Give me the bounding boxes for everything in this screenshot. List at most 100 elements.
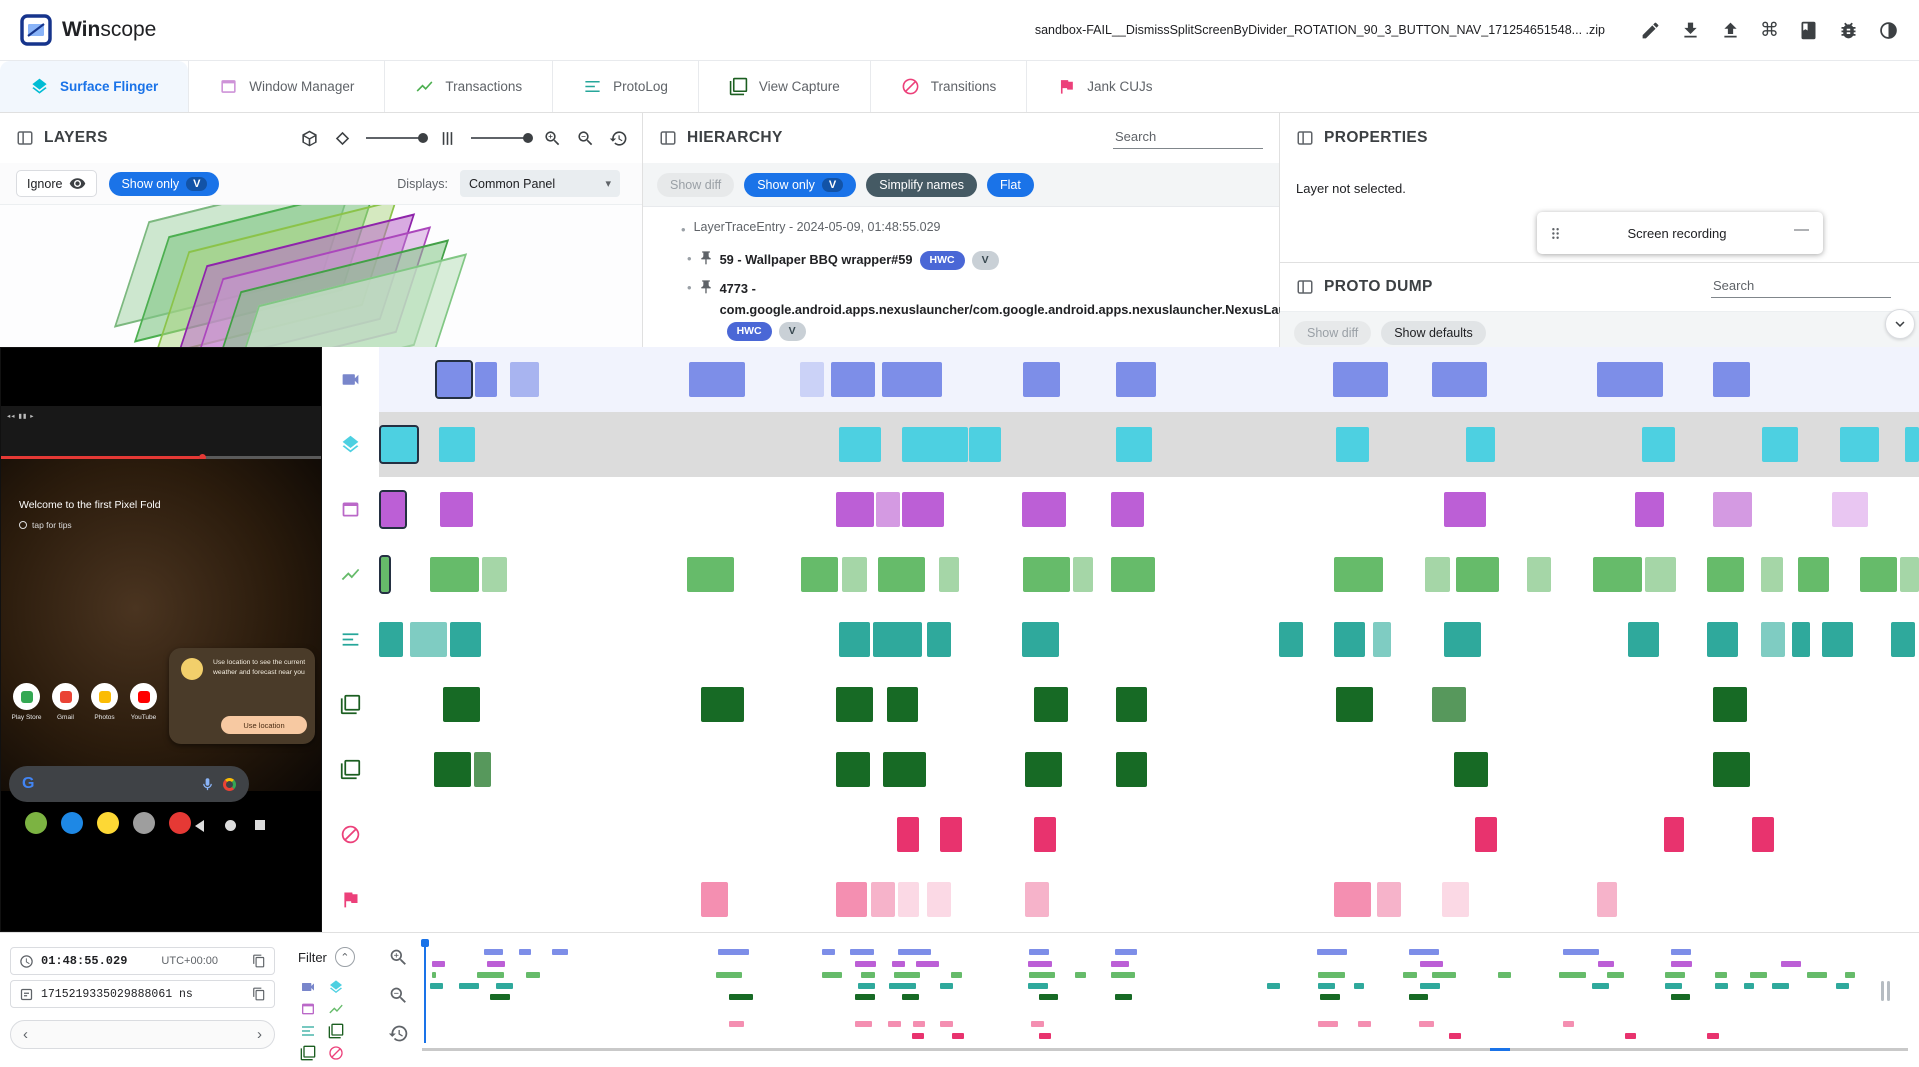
surface-flinger-trace-block[interactable] bbox=[1336, 427, 1369, 462]
viewcap-filter-icon[interactable] bbox=[328, 1023, 344, 1039]
show-only-v-button[interactable]: Show only V bbox=[109, 171, 220, 196]
protolog-trace-block[interactable] bbox=[1792, 622, 1810, 657]
tab-window-manager[interactable]: Window Manager bbox=[188, 61, 384, 112]
minimap-scrollbar[interactable] bbox=[422, 1048, 1908, 1051]
timeline-zoom-in-icon[interactable] bbox=[388, 947, 409, 968]
copy-icon[interactable] bbox=[252, 987, 266, 1001]
protolog-trace-block[interactable] bbox=[1022, 622, 1059, 657]
view-capture-1-trace-block[interactable] bbox=[887, 687, 918, 722]
videocam-filter-icon[interactable] bbox=[300, 979, 316, 995]
view-capture-2-trace-block[interactable] bbox=[1116, 752, 1147, 787]
protolog-trace-block[interactable] bbox=[1279, 622, 1303, 657]
timeline-reset-zoom-icon[interactable] bbox=[388, 1023, 409, 1044]
protolog-trace-block[interactable] bbox=[1891, 622, 1915, 657]
window-manager-trace-block[interactable] bbox=[440, 492, 473, 527]
report-bug-icon[interactable] bbox=[1838, 20, 1859, 41]
nanoseconds-box[interactable]: 1715219335029888061 ns bbox=[10, 980, 275, 1008]
chevron-left-icon[interactable]: ‹ bbox=[23, 1026, 28, 1043]
hierarchy-root[interactable]: • LayerTraceEntry - 2024-05-09, 01:48:55… bbox=[643, 215, 1279, 245]
tab-transitions[interactable]: Transitions bbox=[869, 61, 1027, 112]
jank-cujs-track-icon[interactable] bbox=[340, 889, 361, 910]
collapse-section-button[interactable] bbox=[1885, 309, 1915, 339]
minimize-icon[interactable]: — bbox=[1794, 220, 1809, 238]
dark-mode-toggle-icon[interactable] bbox=[1878, 20, 1899, 41]
transactions-trace-block[interactable] bbox=[1645, 557, 1676, 592]
view-capture-2-trace-block[interactable] bbox=[434, 752, 471, 787]
protolog-track-icon[interactable] bbox=[340, 629, 361, 650]
transitions-trace-block[interactable] bbox=[940, 817, 962, 852]
tab-view-capture[interactable]: View Capture bbox=[697, 61, 870, 112]
show-only-v-button[interactable]: Show only V bbox=[744, 172, 857, 197]
screen-recording-trace-block[interactable] bbox=[1432, 362, 1487, 397]
jank-cujs-trace-block[interactable] bbox=[898, 882, 919, 917]
protolog-trace-block[interactable] bbox=[1334, 622, 1365, 657]
surface-flinger-trace-block[interactable] bbox=[1466, 427, 1495, 462]
protolog-trace-block[interactable] bbox=[379, 622, 403, 657]
surface-flinger-trace-block[interactable] bbox=[1840, 427, 1879, 462]
view-capture-1-trace-block[interactable] bbox=[1336, 687, 1373, 722]
hierarchy-search-input[interactable] bbox=[1113, 125, 1263, 149]
screen-recording-track-icon[interactable] bbox=[340, 369, 361, 390]
surface-flinger-trace-block[interactable] bbox=[1642, 427, 1675, 462]
window-manager-trace-block[interactable] bbox=[902, 492, 944, 527]
jank-cujs-trace-block[interactable] bbox=[1334, 882, 1371, 917]
keyboard-shortcuts-icon[interactable]: ⌘ bbox=[1760, 19, 1779, 41]
transactions-trace-block[interactable] bbox=[1593, 557, 1642, 592]
view-capture-1-trace-block[interactable] bbox=[1713, 687, 1747, 722]
protolog-trace-block[interactable] bbox=[839, 622, 870, 657]
listicon-filter-icon[interactable] bbox=[300, 1023, 316, 1039]
pin-icon[interactable] bbox=[698, 250, 714, 266]
transitions-trace-block[interactable] bbox=[1034, 817, 1056, 852]
spacing-slider[interactable] bbox=[471, 133, 533, 143]
transactions-trace-block[interactable] bbox=[687, 557, 734, 592]
windowicon-filter-icon[interactable] bbox=[300, 1001, 316, 1017]
timeline-zoom-out-icon[interactable] bbox=[388, 985, 409, 1006]
transactions-trace-block[interactable] bbox=[801, 557, 838, 592]
drag-handle-icon[interactable] bbox=[1547, 225, 1564, 242]
window-manager-trace-block[interactable] bbox=[1713, 492, 1752, 527]
surface-flinger-trace-block[interactable] bbox=[439, 427, 475, 462]
transactions-track-icon[interactable] bbox=[340, 564, 361, 585]
view-capture-1-trace-block[interactable] bbox=[701, 687, 744, 722]
simplify-names-button[interactable]: Simplify names bbox=[866, 172, 977, 197]
blockicon-filter-icon[interactable] bbox=[328, 1045, 344, 1061]
rotation-slider[interactable] bbox=[366, 133, 428, 143]
protolog-trace-block[interactable] bbox=[1373, 622, 1391, 657]
view-capture-1-trace-block[interactable] bbox=[1034, 687, 1068, 722]
view-capture-2-trace-block[interactable] bbox=[474, 752, 491, 787]
cursor-knob[interactable] bbox=[421, 939, 429, 947]
screen-recording-trace-block[interactable] bbox=[689, 362, 745, 397]
jank-cujs-trace-block[interactable] bbox=[701, 882, 728, 917]
screen-recording-trace-block[interactable] bbox=[1023, 362, 1060, 397]
zoom-out-icon[interactable] bbox=[576, 129, 595, 148]
hierarchy-node[interactable]: • 4773 - com.google.android.apps.nexuslau… bbox=[643, 274, 1403, 346]
transitions-trace-block[interactable] bbox=[1752, 817, 1774, 852]
surface-flinger-track-icon[interactable] bbox=[340, 434, 361, 455]
transactions-trace-block[interactable] bbox=[1798, 557, 1829, 592]
transactions-trace-block[interactable] bbox=[482, 557, 507, 592]
transitions-trace-block[interactable] bbox=[1664, 817, 1684, 852]
screen-recording-trace-block[interactable] bbox=[1713, 362, 1750, 397]
surface-flinger-trace-block[interactable] bbox=[839, 427, 881, 462]
surface-flinger-trace-block[interactable] bbox=[1116, 427, 1152, 462]
surface-flinger-trace-block[interactable] bbox=[1905, 427, 1919, 462]
tab-surface-flinger[interactable]: Surface Flinger bbox=[0, 61, 189, 112]
protolog-trace-block[interactable] bbox=[450, 622, 481, 657]
view-capture-1-trace-block[interactable] bbox=[443, 687, 480, 722]
protolog-trace-block[interactable] bbox=[410, 622, 447, 657]
window-manager-trace-block[interactable] bbox=[379, 490, 407, 529]
window-manager-trace-block[interactable] bbox=[836, 492, 874, 527]
window-manager-trace-block[interactable] bbox=[1444, 492, 1486, 527]
transactions-trace-block[interactable] bbox=[1111, 557, 1155, 592]
transitions-trace-block[interactable] bbox=[1475, 817, 1497, 852]
view-capture-1-trace-block[interactable] bbox=[836, 687, 873, 722]
timeline-minimap[interactable] bbox=[421, 939, 1908, 1053]
window-manager-trace-block[interactable] bbox=[1111, 492, 1144, 527]
view-capture-2-track-icon[interactable] bbox=[340, 759, 361, 780]
jank-cujs-trace-block[interactable] bbox=[1025, 882, 1049, 917]
view-capture-2-trace-block[interactable] bbox=[1454, 752, 1488, 787]
transactions-trace-block[interactable] bbox=[1761, 557, 1783, 592]
download-traces-icon[interactable] bbox=[1680, 20, 1701, 41]
screen-recording-trace-block[interactable] bbox=[435, 360, 473, 399]
zoom-in-icon[interactable] bbox=[543, 129, 562, 148]
